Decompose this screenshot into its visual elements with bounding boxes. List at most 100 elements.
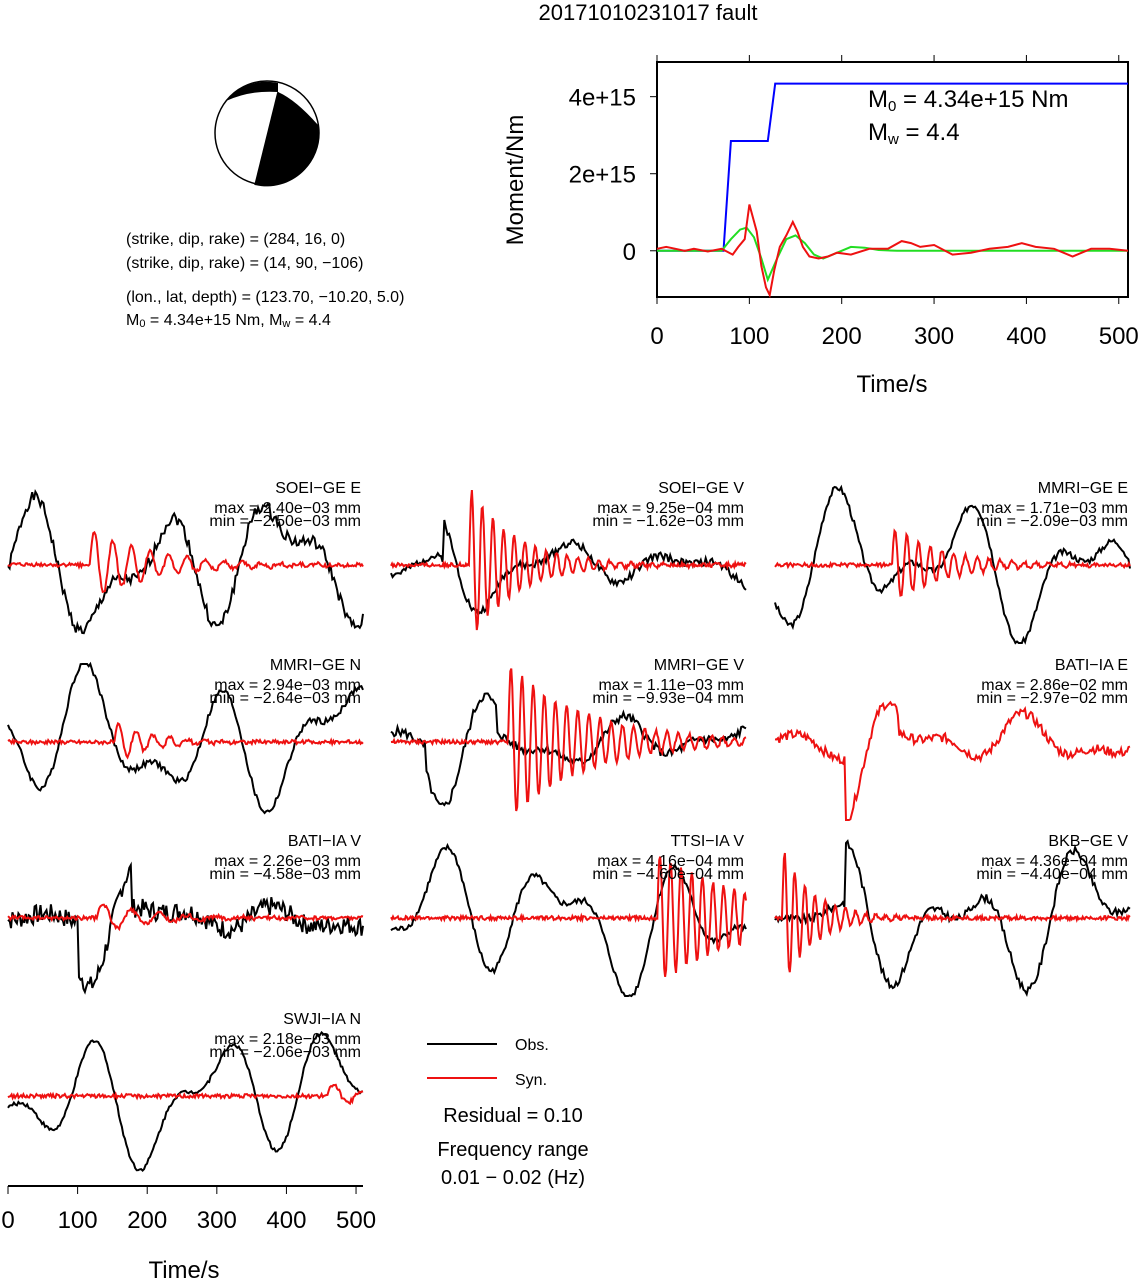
moment-xtick-label: 200	[822, 323, 862, 350]
observed-trace	[7, 661, 364, 815]
station-name: SOEI−GE E	[275, 480, 361, 497]
waveform-panel	[7, 861, 364, 995]
beachball-top-quadrant	[226, 81, 278, 101]
m0-value: = 4.34e+15 Nm, M	[145, 312, 283, 329]
waveform-xtick-label: 500	[336, 1207, 376, 1234]
station-min: min = −2.09e−03 mm	[976, 513, 1128, 530]
beachball-nodal-plane	[254, 91, 279, 186]
magnitude-text: M0 = 4.34e+15 Nm, Mw = 4.4	[126, 310, 331, 335]
m0-prefix: M	[126, 312, 140, 329]
moment-plot-frame	[656, 61, 1129, 298]
moment-xtick-label: 0	[650, 323, 663, 350]
station-name: MMRI−GE N	[270, 657, 361, 674]
synthetic-trace	[7, 903, 364, 932]
moment-rate-line	[656, 204, 1129, 299]
moment-mw-label: Mw = 4.4	[868, 117, 960, 156]
station-max: max = 2.94e−03 mm	[214, 677, 361, 694]
waveform-xtick-label: 300	[197, 1207, 237, 1234]
moment-mw-value: = 4.4	[898, 119, 960, 146]
mw-subscript: w	[282, 318, 291, 330]
station-min: min = −4.58e−03 mm	[209, 866, 361, 883]
station-min: min = −1.62e−03 mm	[592, 513, 744, 530]
synthetic-trace	[390, 490, 747, 631]
station-name: BATI−IA E	[1055, 657, 1128, 674]
observed-trace	[7, 489, 364, 635]
station-max: max = 4.16e−04 mm	[597, 853, 744, 870]
waveform-panel	[7, 489, 364, 635]
figure-title: 20171010231017 fault	[539, 0, 758, 25]
moment-ytick-label: 4e+15	[569, 85, 636, 112]
station-max: max = 2.18e−03 mm	[214, 1031, 361, 1048]
synthetic-trace	[7, 721, 364, 760]
waveform-panel	[390, 490, 747, 631]
synthetic-trace	[7, 1083, 364, 1106]
waveform-panel	[390, 668, 747, 812]
observed-trace	[774, 484, 1131, 645]
waveform-panel	[774, 839, 1131, 997]
waveform-panel	[7, 661, 364, 815]
synthetic-trace	[390, 856, 747, 977]
station-min: min = −4.60e−04 mm	[592, 866, 744, 883]
waveform-panel	[390, 842, 747, 998]
moment-xtick-label: 500	[1099, 323, 1139, 350]
station-max: max = 9.25e−04 mm	[597, 500, 744, 517]
station-name: MMRI−GE V	[654, 657, 745, 674]
moment-mw-prefix: M	[868, 119, 888, 146]
station-min: min = −4.40e−04 mm	[976, 866, 1128, 883]
synthetic-trace	[774, 700, 1131, 821]
frequency-range-value: 0.01 − 0.02 (Hz)	[441, 1167, 585, 1189]
residual-text: Residual = 0.10	[443, 1105, 583, 1127]
waveform-xlabel: Time/s	[148, 1257, 219, 1281]
station-max: max = 2.86e−02 mm	[981, 677, 1128, 694]
station-min: min = −2.06e−03 mm	[209, 1044, 361, 1061]
station-name: MMRI−GE E	[1038, 480, 1128, 497]
station-max: max = 2.40e−03 mm	[214, 500, 361, 517]
beachball	[214, 80, 320, 187]
plane-2-text: (strike, dip, rake) = (14, 90, −106)	[126, 255, 364, 272]
station-min: min = −2.64e−03 mm	[209, 690, 361, 707]
observed-trace	[7, 861, 364, 995]
waveform-xtick-label: 200	[127, 1207, 167, 1234]
synthetic-trace	[774, 852, 1131, 973]
observed-trace	[390, 842, 747, 998]
moment-xtick-label: 400	[1006, 323, 1046, 350]
beachball-compressional-quadrant	[255, 92, 319, 187]
station-min: min = −9.93e−04 mm	[592, 690, 744, 707]
moment-ylabel: Moment/Nm	[502, 115, 529, 246]
station-max: max = 1.11e−03 mm	[598, 677, 744, 694]
moment-xtick-label: 300	[914, 323, 954, 350]
moment-ytick-label: 0	[623, 239, 636, 266]
station-name: BATI−IA V	[288, 833, 361, 850]
observed-trace	[7, 1030, 364, 1173]
waveform-xtick-label: 400	[266, 1207, 306, 1234]
mw-value: = 4.4	[290, 312, 331, 329]
synthetic-trace	[390, 668, 747, 812]
legend-syn-label: Syn.	[515, 1072, 547, 1089]
moment-xlabel: Time/s	[856, 371, 927, 398]
plane-1-text: (strike, dip, rake) = (284, 16, 0)	[126, 231, 346, 248]
moment-m0-label: M0 = 4.34e+15 Nm	[868, 84, 1068, 123]
station-max: max = 1.71e−03 mm	[981, 500, 1128, 517]
moment-m0-value: = 4.34e+15 Nm	[896, 86, 1069, 113]
m0-subscript: 0	[139, 318, 146, 330]
synthetic-trace	[7, 530, 364, 594]
observed-trace	[390, 519, 747, 617]
frequency-range-label: Frequency range	[437, 1139, 588, 1161]
legend-obs-label: Obs.	[515, 1037, 549, 1054]
station-name: SWJI−IA N	[283, 1011, 361, 1028]
waveform-panel	[774, 484, 1131, 645]
source-time-function-line	[657, 226, 1128, 283]
station-max: max = 4.36e−04 mm	[981, 853, 1128, 870]
station-name: SOEI−GE V	[658, 480, 744, 497]
moment-xtick-label: 100	[729, 323, 769, 350]
moment-m0-sub: 0	[888, 98, 897, 115]
station-name: BKB−GE V	[1048, 833, 1128, 850]
station-min: min = −2.50e−03 mm	[209, 513, 361, 530]
synthetic-trace	[774, 528, 1131, 597]
waveform-panel	[774, 700, 1131, 821]
location-text: (lon., lat, depth) = (123.70, −10.20, 5.…	[126, 289, 405, 306]
station-min: min = −2.97e−02 mm	[976, 690, 1128, 707]
moment-ytick-label: 2e+15	[569, 162, 636, 189]
